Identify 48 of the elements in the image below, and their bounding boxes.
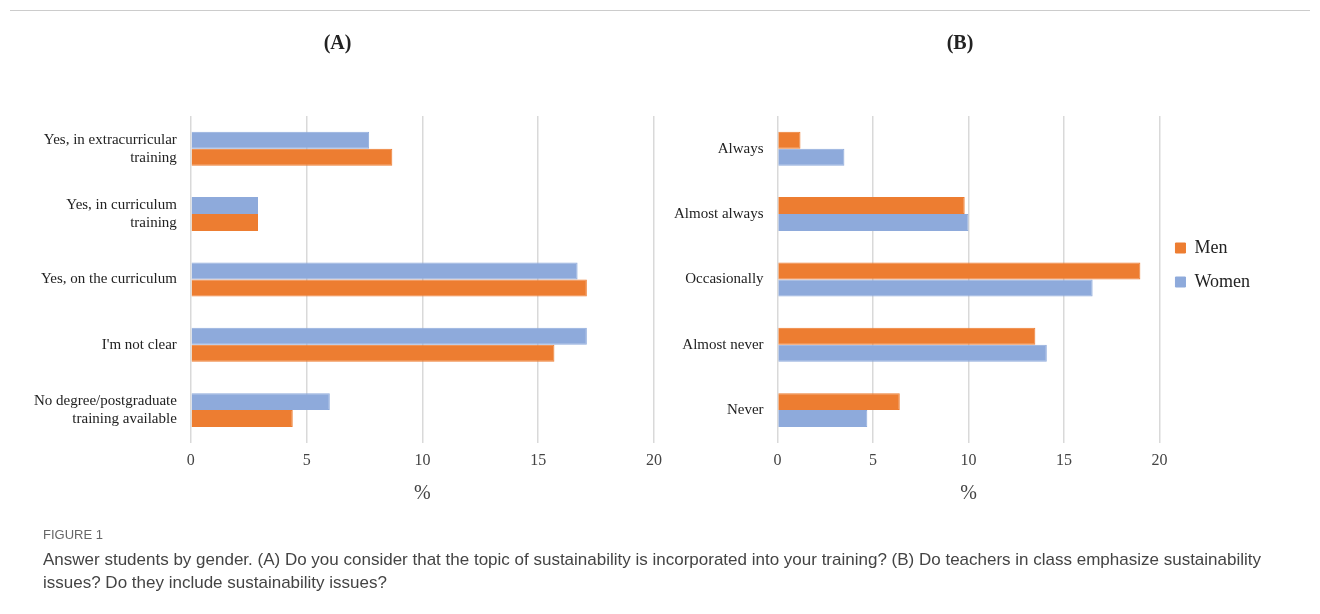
- legend-label: Men: [1194, 236, 1228, 257]
- bar: [778, 279, 1093, 297]
- text: Answer students by gender. (A) Do you consider that the topic of sustainability is incorporated into your training? (B) Do teachers in class emphasize sustainability issues? Do they include sustainability issues?: [43, 549, 1262, 594]
- bar: [191, 344, 555, 362]
- x-tick-label: 5: [302, 450, 311, 468]
- x-tick-label: 20: [646, 450, 662, 468]
- y-tick-label: Never: [726, 401, 764, 418]
- bar: [191, 279, 587, 297]
- y-tick-label: Yes, in curriculum training: [66, 195, 178, 230]
- x-tick-label: 0: [186, 450, 195, 468]
- bar: [191, 262, 578, 280]
- x-tick-label: 15: [1055, 450, 1072, 468]
- x-tick-label: 20: [1151, 450, 1168, 468]
- x-axis-title: %: [960, 481, 977, 504]
- y-tick-label: Almost never: [682, 335, 764, 352]
- caption: FIGURE 1: [43, 527, 104, 542]
- y-tick-label: Almost always: [674, 204, 764, 221]
- bar: [778, 393, 900, 411]
- y-tick-label: Occasionally: [685, 270, 765, 287]
- bar: [778, 131, 801, 149]
- x-tick-label: 15: [530, 450, 547, 468]
- bar: [191, 393, 330, 411]
- y-tick-label: Yes, on the curriculum: [40, 270, 178, 287]
- bar: [191, 197, 259, 215]
- chart-title: (A): [323, 31, 352, 55]
- bar: [191, 148, 393, 166]
- x-axis-title: %: [414, 481, 431, 504]
- x-tick-label: 5: [869, 450, 878, 468]
- y-tick-label: Yes, in extracurricular training: [43, 130, 178, 165]
- chart-title: (B): [946, 31, 974, 55]
- bar: [778, 148, 845, 166]
- x-tick-label: 0: [773, 450, 782, 468]
- bar: [778, 197, 965, 215]
- legend-label: Women: [1194, 270, 1251, 291]
- bar: [778, 262, 1141, 280]
- y-tick-label: Always: [717, 139, 764, 156]
- bar: [778, 214, 969, 232]
- x-tick-label: 10: [414, 450, 431, 468]
- bar: [778, 327, 1036, 345]
- bar: [191, 410, 293, 428]
- y-tick-label: No degree/postgraduate training available: [34, 392, 178, 427]
- bar: [191, 327, 587, 345]
- bar: [191, 131, 370, 149]
- bar: [191, 214, 259, 232]
- x-tick-label: 10: [960, 450, 977, 468]
- y-tick-label: I'm not clear: [101, 335, 177, 352]
- bar: [778, 410, 868, 428]
- bar: [778, 344, 1047, 362]
